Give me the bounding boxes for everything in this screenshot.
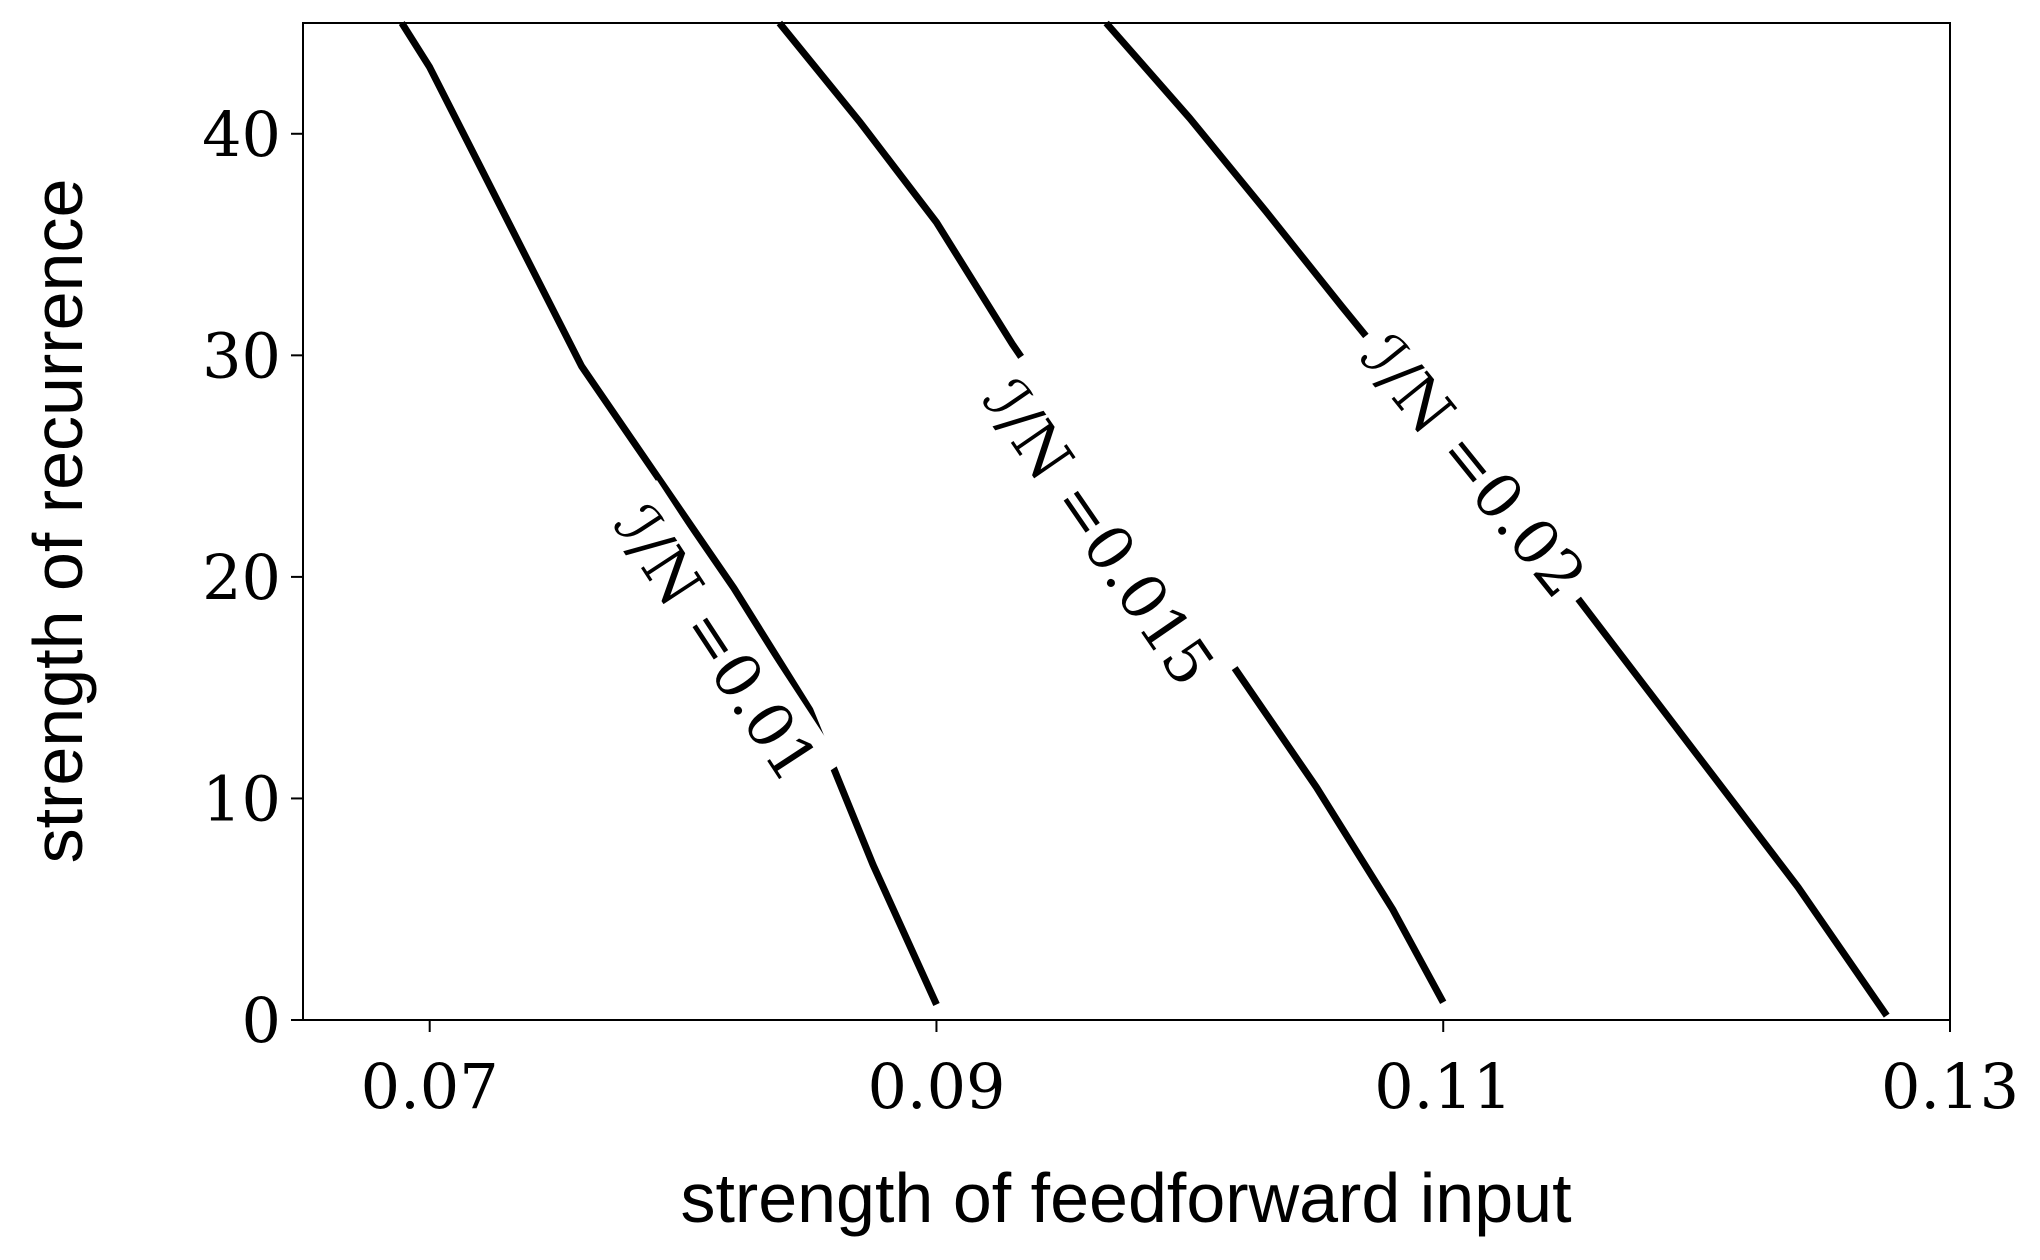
contour-line-3: [1103, 20, 1890, 1018]
plot-frame: [302, 22, 1951, 1021]
y-tick-label: 0: [242, 984, 281, 1057]
contour-line-2: [776, 20, 1447, 1004]
contour-line-1: [398, 21, 940, 1006]
contour-label-3: ℐ/N =0.02: [1347, 321, 1601, 611]
y-axis-label: strength of recurrence: [19, 179, 97, 864]
x-tick-label: 0.13: [1881, 1050, 2019, 1123]
x-tick-label: 0.07: [361, 1050, 499, 1123]
contour-label-2: ℐ/N =0.015: [968, 366, 1228, 699]
y-tick-label: 20: [202, 541, 281, 614]
x-tick-label: 0.11: [1374, 1050, 1512, 1123]
contour-label-1: ℐ/N =0.01: [599, 492, 832, 795]
y-tick-label: 40: [202, 98, 281, 171]
x-tick-label: 0.09: [867, 1050, 1005, 1123]
x-axis-label: strength of feedforward input: [680, 1159, 1571, 1237]
y-tick-label: 10: [202, 762, 281, 835]
y-tick-label: 30: [202, 319, 281, 392]
